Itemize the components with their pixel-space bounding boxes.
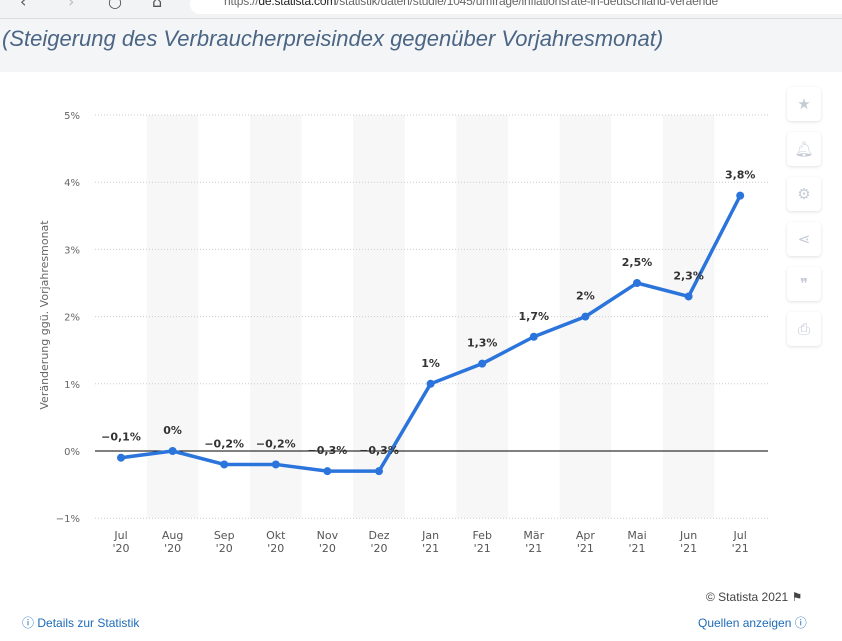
x-tick-label: Okt [266,529,286,542]
x-tick-label: Nov [317,529,339,542]
x-tick-label: '20 [216,542,233,555]
sources-text: Quellen anzeigen [698,616,792,630]
x-tick-label: '21 [525,542,542,555]
y-tick-label: −1% [56,514,80,525]
x-tick-label: Mär [523,529,544,542]
star-button[interactable]: ★ [787,87,821,121]
x-tick-label: Dez [368,529,389,542]
gear-button[interactable]: ⚙ [787,177,821,211]
details-link[interactable]: ⓘ Details zur Statistik [22,614,139,631]
data-point [220,460,229,469]
data-point [529,332,538,341]
data-point [684,292,693,301]
home-icon[interactable]: ⌂ [152,0,163,11]
band [353,115,405,519]
data-label: 0% [163,424,182,437]
info-icon: ⓘ [794,616,807,630]
copyright-text: © Statista 2021 [706,590,789,604]
series-line [120,194,742,473]
x-tick-label: Jul [733,529,747,542]
flag-icon: ⚑ [791,590,803,604]
data-point [736,191,745,200]
data-point [478,359,487,368]
x-tick-label: Feb [472,529,491,542]
bell-button[interactable]: 🔔︎ [787,132,821,166]
data-label: 1,7% [519,310,550,323]
data-label: 2,3% [673,269,704,282]
y-axis-label: Veränderung ggü. Vorjahresmonat [38,220,51,410]
x-tick-label: '21 [732,542,749,555]
x-tick-label: '21 [577,542,594,555]
data-point [375,467,383,476]
x-tick-label: Jun [679,529,697,542]
data-label: −0,3% [308,444,348,457]
quote-button[interactable]: ❞ [787,267,821,301]
copyright: © Statista 2021 ⚑ [706,590,802,604]
data-label: 1% [421,357,440,370]
data-label: 2,5% [622,256,653,269]
chart-subtitle: (Steigerung des Verbraucherpreisindex ge… [2,26,664,51]
quote-icon: ❞ [799,275,809,293]
bell-icon: 🔔︎ [794,140,814,158]
x-tick-label: Jan [421,529,439,542]
print-icon: ⎙ [797,320,810,338]
data-label: 1,3% [467,337,498,350]
band [146,115,199,519]
x-tick-label: '20 [164,542,181,555]
band [662,115,715,519]
x-tick-label: '20 [319,542,336,555]
x-tick-label: Jul [113,529,127,542]
x-tick-label: '20 [267,542,284,555]
data-point [168,447,177,455]
data-point [581,312,590,321]
back-icon[interactable]: ‹ [20,0,27,11]
print-button[interactable]: ⎙ [787,312,821,346]
data-point [633,279,641,287]
x-tick-label: '21 [422,542,439,555]
x-tick-label: '20 [370,542,387,555]
x-tick-label: '20 [112,542,129,555]
y-tick-label: 4% [64,178,80,189]
data-label: −0,2% [204,437,244,450]
forward-icon[interactable]: › [68,0,75,11]
data-label: 3,8% [725,169,756,182]
url-prefix: https:// [224,0,259,8]
data-point [323,467,332,476]
info-icon: ⓘ [22,616,35,630]
data-label: −0,3% [359,444,399,457]
y-tick-label: 5% [64,111,80,122]
y-tick-label: 0% [64,447,80,458]
x-tick-label: Sep [214,529,235,542]
share-icon: ⋖ [797,230,811,248]
url-path: /statistik/daten/studie/1045/umfrage/inf… [336,0,719,8]
star-icon: ★ [797,95,811,113]
y-tick-label: 2% [64,313,80,324]
x-tick-label: '21 [628,542,645,555]
x-tick-label: '21 [474,542,491,555]
x-tick-label: Mai [627,529,646,542]
data-point [271,460,280,469]
gear-icon: ⚙ [797,185,811,203]
url-domain: de.statista.com [258,0,337,8]
x-tick-label: '21 [680,542,697,555]
data-point [117,453,125,462]
y-tick-label: 3% [64,245,80,256]
data-label: 2% [576,290,595,303]
browser-toolbar: ‹ › ○ ⌂ https://de.statista.com/statisti… [0,0,842,19]
x-tick-label: Apr [576,529,596,542]
refresh-icon[interactable]: ○ [108,0,122,11]
sources-link[interactable]: Quellen anzeigen ⓘ [698,614,807,631]
details-text: Details zur Statistik [37,616,140,630]
data-label: −0,2% [256,437,296,450]
y-tick-label: 1% [64,380,80,391]
share-button[interactable]: ⋖ [787,222,821,256]
x-tick-label: Aug [162,529,183,542]
address-bar[interactable]: https://de.statista.com/statistik/daten/… [190,0,842,14]
data-point [426,379,435,388]
data-label: −0,1% [101,431,141,444]
